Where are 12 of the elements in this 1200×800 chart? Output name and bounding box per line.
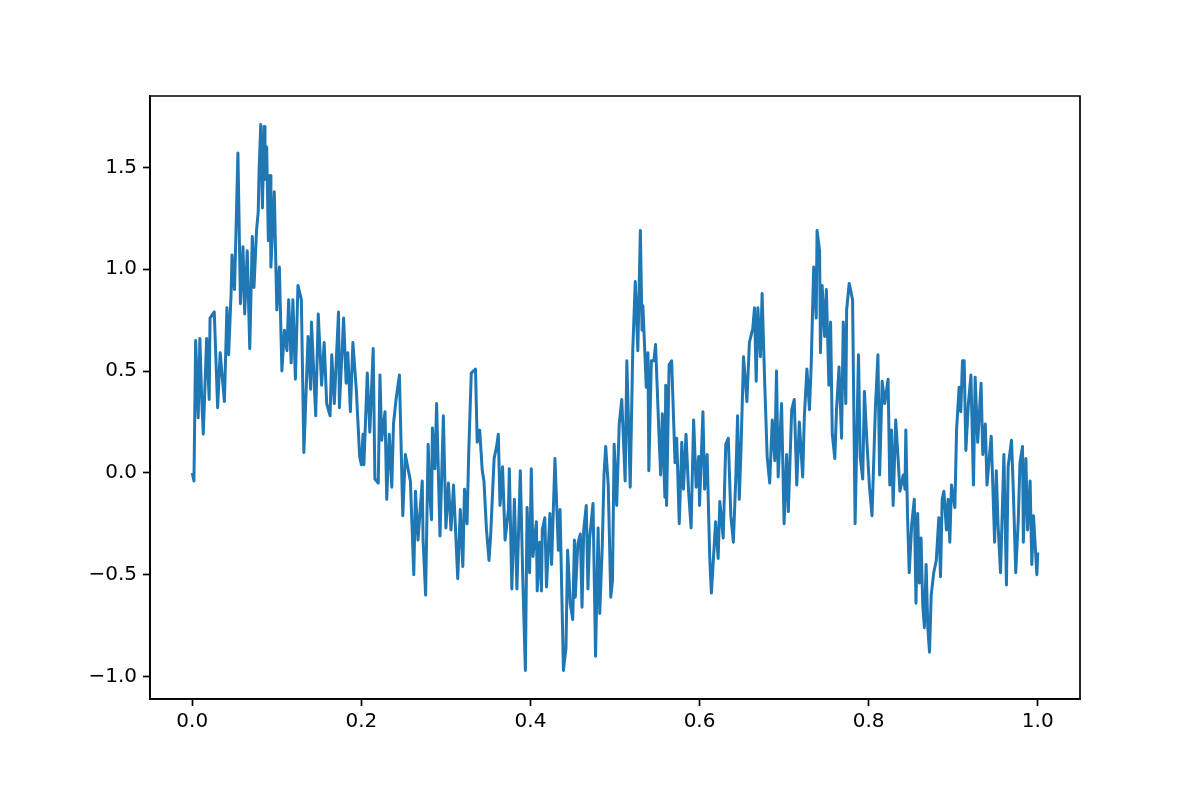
y-tick-label: 1.0 (105, 255, 137, 280)
x-tick-label: 0.6 (683, 708, 716, 733)
y-tick-label: −0.5 (88, 560, 137, 585)
x-tick-label: 0.2 (345, 708, 378, 733)
x-tick-label: 0.4 (514, 708, 547, 733)
x-tick-label: 1.0 (1021, 708, 1054, 733)
y-tick-label: 1.5 (105, 153, 137, 178)
y-tick-label: −1.0 (88, 662, 137, 687)
y-tick-label: 0.0 (105, 459, 137, 484)
x-tick-label: 0.0 (176, 708, 209, 733)
y-tick-label: 0.5 (105, 357, 137, 382)
x-tick-label: 0.8 (852, 708, 885, 733)
